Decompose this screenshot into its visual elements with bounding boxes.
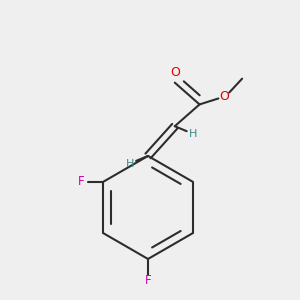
Text: O: O bbox=[170, 66, 180, 79]
Text: F: F bbox=[78, 175, 85, 188]
Text: O: O bbox=[219, 90, 229, 103]
Text: H: H bbox=[188, 129, 197, 139]
Text: F: F bbox=[145, 274, 151, 287]
Text: H: H bbox=[126, 159, 134, 169]
